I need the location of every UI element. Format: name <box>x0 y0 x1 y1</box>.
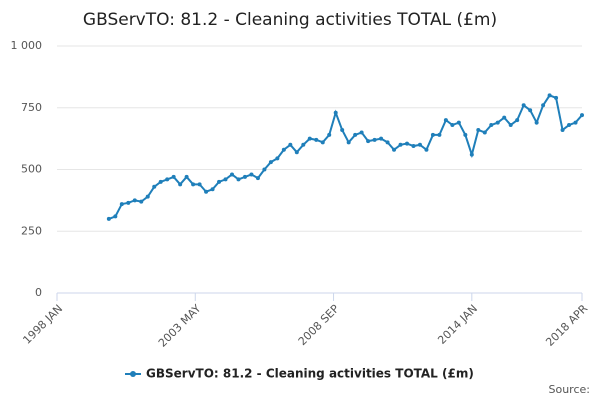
data-point <box>359 130 364 135</box>
data-point <box>554 95 559 100</box>
legend-marker <box>130 371 136 377</box>
data-point <box>184 174 189 179</box>
data-point <box>275 156 280 161</box>
data-point <box>417 142 422 147</box>
data-point <box>366 139 371 144</box>
data-point <box>152 184 157 189</box>
data-point <box>132 198 137 203</box>
data-point <box>567 123 572 128</box>
data-point <box>495 120 500 125</box>
x-tick-label: 2003 MAY <box>156 302 204 350</box>
data-point <box>430 132 435 137</box>
data-point <box>541 103 546 108</box>
data-point <box>346 140 351 145</box>
data-point <box>437 132 442 137</box>
x-tick-label: 2014 JAN <box>435 302 480 347</box>
data-point <box>476 127 481 132</box>
data-point <box>204 189 209 194</box>
data-point <box>450 123 455 128</box>
data-point <box>424 147 429 152</box>
data-point <box>158 179 163 184</box>
data-point <box>456 120 461 125</box>
data-point <box>469 152 474 157</box>
data-point <box>236 177 241 182</box>
data-point <box>281 147 286 152</box>
data-point <box>528 108 533 113</box>
data-point <box>405 141 409 146</box>
data-point <box>301 142 306 147</box>
data-point <box>119 202 124 207</box>
data-point <box>508 123 513 128</box>
data-point <box>255 176 260 181</box>
data-point <box>262 167 267 172</box>
data-point <box>353 132 358 137</box>
data-point <box>294 150 299 155</box>
y-tick-label: 750 <box>21 101 42 114</box>
data-point <box>217 179 222 184</box>
data-point <box>502 115 507 120</box>
data-point <box>340 127 345 132</box>
y-tick-label: 1 000 <box>11 39 43 52</box>
data-point <box>580 113 584 118</box>
data-point <box>314 137 319 142</box>
data-point <box>392 147 397 152</box>
data-point <box>482 130 487 135</box>
x-tick-label: 2018 APR <box>543 302 590 349</box>
data-point <box>307 136 312 141</box>
data-point <box>521 103 526 108</box>
data-point <box>210 187 215 192</box>
data-point <box>268 160 273 165</box>
data-point <box>327 132 332 137</box>
source: Source: <box>549 383 591 396</box>
data-point <box>191 182 196 187</box>
data-line <box>108 94 583 220</box>
y-tick-label: 500 <box>21 163 42 176</box>
data-point <box>560 127 565 132</box>
data-point <box>106 216 111 221</box>
data-point <box>165 177 170 182</box>
data-point <box>547 93 552 98</box>
data-point <box>463 132 468 137</box>
data-point <box>573 120 578 125</box>
data-point <box>288 142 293 147</box>
data-point <box>197 182 202 187</box>
x-tick-label: 1998 JAN <box>20 302 65 347</box>
data-point <box>223 177 228 182</box>
data-point <box>398 142 403 147</box>
data-point <box>333 110 338 115</box>
y-tick-label: 0 <box>35 286 42 299</box>
data-point <box>171 174 176 179</box>
data-point <box>534 120 539 125</box>
data-point <box>489 123 494 128</box>
legend-label: GBServTO: 81.2 - Cleaning activities TOT… <box>146 367 474 381</box>
data-point <box>443 118 448 123</box>
data-point <box>320 140 325 145</box>
x-tick-label: 2008 SEP <box>296 302 342 348</box>
data-point <box>379 136 384 141</box>
y-tick-label: 250 <box>21 224 42 237</box>
data-point <box>242 174 247 179</box>
data-point <box>230 172 234 177</box>
data-point <box>139 199 144 204</box>
data-point <box>145 194 150 199</box>
data-point <box>126 200 131 205</box>
data-point <box>515 118 520 123</box>
data-point <box>385 140 390 145</box>
data-point <box>411 144 416 149</box>
data-point <box>178 182 183 187</box>
chart-title: GBServTO: 81.2 - Cleaning activities TOT… <box>83 10 497 30</box>
data-point <box>249 172 254 177</box>
data-point <box>372 137 377 142</box>
data-point <box>113 214 118 219</box>
